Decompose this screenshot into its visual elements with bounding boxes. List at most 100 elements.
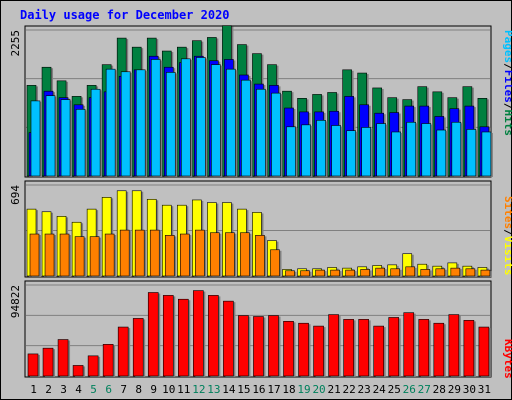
bar-sites-day-8 bbox=[134, 229, 145, 277]
bar-sites-day-27 bbox=[420, 269, 431, 277]
bar-pages-day-17 bbox=[271, 92, 281, 177]
x-tick-label: 24 bbox=[373, 383, 387, 396]
x-tick-label: 4 bbox=[75, 383, 82, 396]
series-label-panel3: KBytes bbox=[502, 339, 512, 379]
bar-kbytes-day-7 bbox=[117, 326, 129, 377]
x-tick-label: 28 bbox=[433, 383, 446, 396]
bar-kbytes-day-16 bbox=[253, 316, 264, 377]
bar-sites-day-4 bbox=[74, 236, 85, 277]
bar-sites-day-23 bbox=[360, 269, 370, 277]
x-tick-label: 23 bbox=[358, 383, 371, 396]
bar-sites-day-13 bbox=[210, 232, 220, 277]
bar-pages-day-6 bbox=[105, 68, 116, 177]
bar-kbytes-day-9 bbox=[147, 292, 159, 377]
bar-kbytes-day-11 bbox=[178, 298, 189, 377]
series-label-part: / bbox=[502, 103, 512, 110]
x-tick-label: 31 bbox=[478, 383, 491, 396]
series-label-part: Pages bbox=[502, 30, 512, 63]
bar-pages-day-28 bbox=[436, 129, 447, 177]
bar-pages-day-9 bbox=[150, 59, 161, 177]
x-tick-label: 2 bbox=[45, 383, 52, 396]
bar-sites-day-25 bbox=[390, 268, 401, 277]
bar-kbytes-day-20 bbox=[313, 325, 324, 377]
bar-kbytes-day-13 bbox=[208, 295, 219, 377]
bar-kbytes-day-19 bbox=[298, 322, 309, 377]
bar-kbytes-day-15 bbox=[238, 315, 249, 377]
bar-sites-day-12 bbox=[195, 229, 205, 277]
x-tick-label: 7 bbox=[120, 383, 127, 396]
x-tick-label: 13 bbox=[207, 383, 220, 396]
bar-kbytes-day-6 bbox=[102, 344, 114, 377]
series-label-part: KBytes bbox=[502, 339, 512, 379]
bar-kbytes-day-3 bbox=[57, 339, 69, 377]
x-tick-label: 14 bbox=[222, 383, 236, 396]
bar-sites-day-10 bbox=[164, 235, 175, 277]
bar-pages-day-12 bbox=[196, 57, 206, 177]
bar-kbytes-day-25 bbox=[388, 317, 400, 377]
bar-sites-day-19 bbox=[300, 270, 310, 277]
bar-sites-day-22 bbox=[345, 269, 355, 277]
series-label-part: / bbox=[502, 229, 512, 236]
bar-pages-day-4 bbox=[75, 109, 86, 177]
bar-pages-day-21 bbox=[331, 125, 341, 177]
series-label-part: Files bbox=[502, 70, 512, 103]
bar-kbytes-day-17 bbox=[268, 315, 279, 377]
bar-kbytes-day-28 bbox=[433, 322, 445, 377]
series-label-part: / bbox=[502, 63, 512, 70]
bar-sites-day-11 bbox=[180, 233, 190, 277]
bar-pages-day-8 bbox=[135, 69, 146, 177]
bar-sites-day-15 bbox=[240, 232, 250, 277]
bar-pages-day-18 bbox=[286, 126, 296, 177]
x-tick-label: 12 bbox=[192, 383, 205, 396]
bar-kbytes-day-24 bbox=[373, 325, 384, 377]
ymax-label-kbytes: 94822 bbox=[9, 285, 22, 318]
x-tick-label: 27 bbox=[418, 383, 431, 396]
x-tick-label: 5 bbox=[90, 383, 97, 396]
bar-pages-day-15 bbox=[241, 79, 251, 177]
x-tick-label: 21 bbox=[327, 383, 340, 396]
bar-sites-day-26 bbox=[405, 266, 416, 277]
bar-pages-day-13 bbox=[211, 64, 221, 177]
series-label-part: Hits bbox=[502, 110, 512, 137]
bar-kbytes-day-4 bbox=[72, 365, 84, 377]
bar-kbytes-day-18 bbox=[283, 320, 294, 377]
bar-pages-day-1 bbox=[30, 100, 41, 177]
x-tick-label: 25 bbox=[388, 383, 401, 396]
bar-kbytes-day-14 bbox=[223, 300, 234, 377]
series-label-part: Sites bbox=[502, 196, 512, 229]
bar-kbytes-day-21 bbox=[328, 314, 339, 377]
x-tick-label: 11 bbox=[177, 383, 190, 396]
bar-kbytes-day-5 bbox=[87, 355, 99, 377]
bar-kbytes-day-1 bbox=[27, 353, 39, 377]
bar-kbytes-day-22 bbox=[343, 319, 354, 377]
x-tick-label: 17 bbox=[267, 383, 280, 396]
bar-pages-day-31 bbox=[481, 131, 492, 177]
x-tick-label: 22 bbox=[343, 383, 356, 396]
bar-sites-day-29 bbox=[450, 267, 461, 277]
bar-sites-day-20 bbox=[315, 269, 325, 277]
ymax-label-visits: 694 bbox=[9, 185, 22, 205]
x-tick-label: 19 bbox=[297, 383, 310, 396]
ymax-label-hits: 2255 bbox=[9, 30, 22, 57]
series-label-part: Visits bbox=[502, 236, 512, 276]
x-tick-label: 29 bbox=[448, 383, 461, 396]
bar-kbytes-day-27 bbox=[418, 319, 430, 377]
bar-sites-day-1 bbox=[29, 233, 40, 277]
bar-pages-day-26 bbox=[406, 121, 417, 177]
bar-kbytes-day-31 bbox=[478, 326, 490, 377]
bar-kbytes-day-8 bbox=[132, 318, 144, 377]
bar-sites-day-21 bbox=[330, 269, 340, 277]
bar-pages-day-16 bbox=[256, 88, 266, 177]
bar-pages-day-23 bbox=[361, 127, 371, 177]
bar-pages-day-24 bbox=[376, 123, 386, 177]
bar-pages-day-2 bbox=[45, 95, 56, 177]
bar-kbytes-day-29 bbox=[448, 314, 460, 377]
x-tick-label: 9 bbox=[150, 383, 157, 396]
bar-pages-day-5 bbox=[90, 88, 101, 177]
bar-pages-day-10 bbox=[165, 72, 176, 177]
bar-sites-day-24 bbox=[375, 267, 385, 277]
x-tick-label: 10 bbox=[162, 383, 175, 396]
x-tick-label: 18 bbox=[282, 383, 295, 396]
bar-kbytes-day-2 bbox=[42, 347, 54, 377]
